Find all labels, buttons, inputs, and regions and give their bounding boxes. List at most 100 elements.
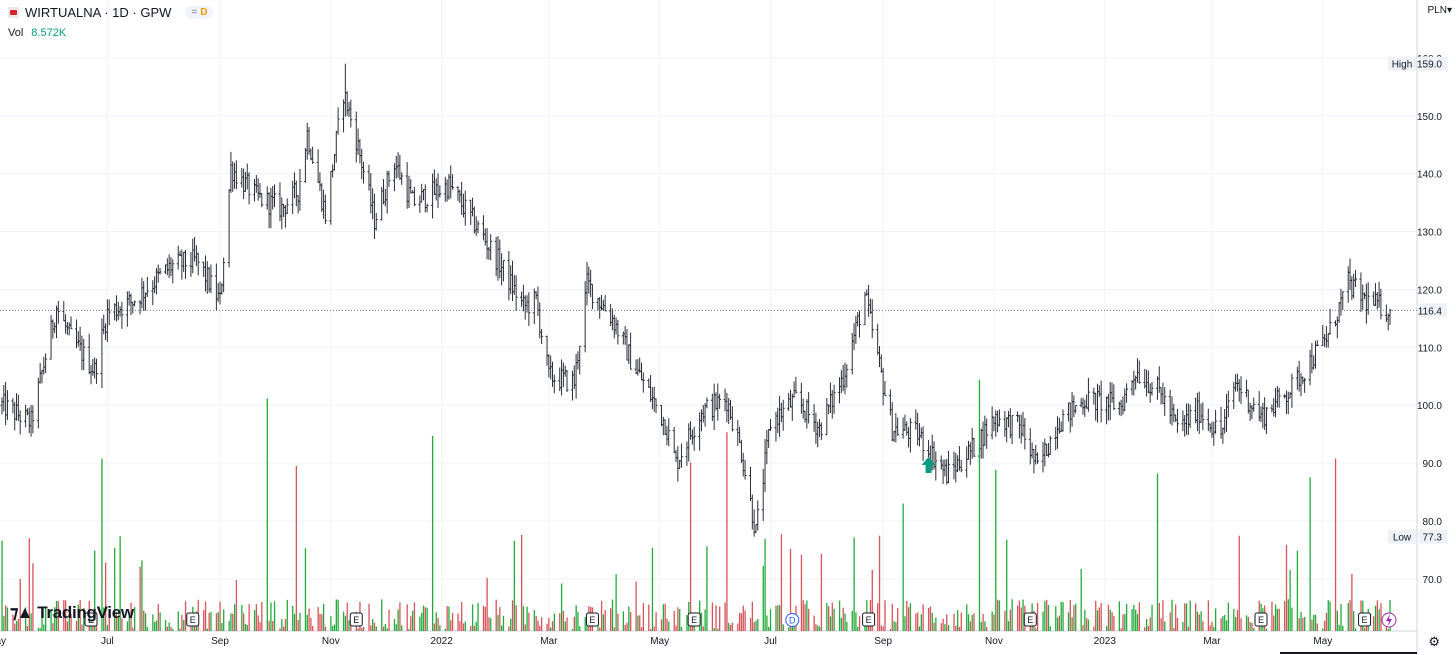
earnings-event-icon[interactable]: E (1023, 612, 1037, 627)
ohlc-bar (445, 179, 449, 202)
volume-bar (439, 625, 441, 631)
volume-bar (1213, 626, 1215, 631)
ohlc-bar (1170, 396, 1174, 426)
settings-gear-icon[interactable]: ⚙ (1428, 634, 1440, 649)
ohlc-bar (273, 184, 277, 208)
ohlc-bar (1185, 403, 1189, 435)
ohlc-bar (1019, 414, 1023, 444)
ohlc-bar (729, 399, 733, 420)
symbol-title[interactable]: WIRTUALNA · 1D · GPW (25, 5, 172, 20)
ohlc-bar (1212, 421, 1216, 446)
ohlc-bar (1181, 410, 1185, 432)
volume-bar (1327, 600, 1329, 631)
volume-bar (947, 625, 950, 631)
earnings-event-icon[interactable]: E (1254, 612, 1268, 627)
tradingview-logo[interactable]: ⁊▲ TradingView (10, 603, 134, 623)
ohlc-bar (674, 449, 678, 463)
ohlc-bar (799, 382, 803, 414)
volume-bar (1245, 615, 1248, 631)
volume-bar (1182, 622, 1184, 631)
volume-bar (804, 604, 806, 631)
ohlc-bar (538, 302, 542, 339)
earnings-event-icon[interactable]: E (349, 612, 363, 627)
last-price-label-bg (1419, 303, 1447, 318)
ohlc-bar (1070, 391, 1074, 427)
volume-bar (1049, 626, 1051, 631)
volume-bar (244, 623, 247, 631)
lightning-icon[interactable] (1381, 612, 1397, 628)
volume-bar (577, 611, 579, 631)
earnings-event-icon[interactable]: E (585, 612, 599, 627)
ohlc-bar (598, 297, 602, 319)
volume-bar (215, 613, 218, 631)
volume-bar (829, 616, 832, 631)
currency-selector[interactable]: PLN▾ (1427, 5, 1452, 16)
volume-bar (253, 610, 256, 631)
volume-bar (362, 627, 365, 631)
ohlc-bar (298, 168, 302, 211)
ohlc-bar (501, 260, 505, 282)
ohlc-bar (0, 397, 4, 415)
ohlc-bar (360, 148, 364, 180)
volume-bar (1084, 609, 1086, 631)
ohlc-bar (967, 440, 971, 460)
ohlc-bar (590, 283, 594, 310)
volume-bar (297, 620, 299, 631)
volume-bar (1329, 601, 1331, 631)
earnings-event-icon[interactable]: E (186, 612, 200, 627)
symbol-logo-icon (8, 7, 19, 18)
ohlc-bar (256, 178, 260, 201)
ohlc-bar (105, 299, 109, 343)
volume-bar (259, 622, 261, 631)
time-tick-label: May (0, 636, 6, 647)
ohlc-bar (1046, 443, 1050, 458)
volume-bar (344, 615, 347, 631)
volume-bar (1176, 617, 1179, 631)
ohlc-bar (343, 63, 347, 117)
ohlc-bar (689, 421, 693, 440)
ohlc-bar (792, 381, 796, 398)
earnings-event-icon[interactable]: E (84, 612, 98, 627)
volume-bar (1198, 614, 1200, 631)
volume-bar (419, 616, 421, 631)
ohlc-bar (1214, 409, 1218, 434)
ohlc-bar (903, 414, 907, 431)
volume-bar (1111, 612, 1113, 631)
earnings-event-icon[interactable]: E (862, 612, 876, 627)
ohlc-bar (968, 442, 972, 465)
earnings-event-icon[interactable]: E (1358, 612, 1372, 627)
ohlc-bar (714, 392, 718, 411)
ohlc-bar (485, 228, 489, 260)
ohlc-bar (44, 353, 48, 374)
volume-bar (1055, 606, 1057, 631)
time-tick-label: May (650, 636, 669, 647)
volume-bar (422, 605, 425, 631)
volume-bar (726, 432, 728, 631)
volume-bar (457, 613, 459, 631)
ohlc-bar (1097, 385, 1101, 397)
volume-bar (1284, 601, 1286, 631)
ohlc-bar (24, 404, 28, 428)
ohlc-bar (511, 260, 515, 301)
volume-bar (917, 612, 919, 631)
volume-bar (626, 622, 628, 631)
volume-bar (828, 606, 830, 631)
volume-bar (533, 610, 536, 631)
ohlc-bar (600, 295, 604, 311)
earnings-event-icon[interactable]: E (687, 612, 701, 627)
volume-bar (424, 607, 427, 631)
volume-bar (386, 628, 388, 631)
ohlc-bar (901, 417, 905, 439)
dividend-event-icon[interactable]: D (785, 613, 800, 627)
ohlc-bar (1074, 405, 1078, 414)
volume-bar (1214, 608, 1217, 631)
volume-bar (286, 599, 288, 631)
ohlc-bar (983, 415, 987, 446)
ohlc-bar (133, 300, 137, 307)
volume-bar (1380, 603, 1382, 631)
volume-bar (115, 612, 118, 631)
volume-bar (464, 621, 466, 631)
ohlc-bar (1321, 324, 1325, 346)
volume-bar (1336, 610, 1339, 631)
